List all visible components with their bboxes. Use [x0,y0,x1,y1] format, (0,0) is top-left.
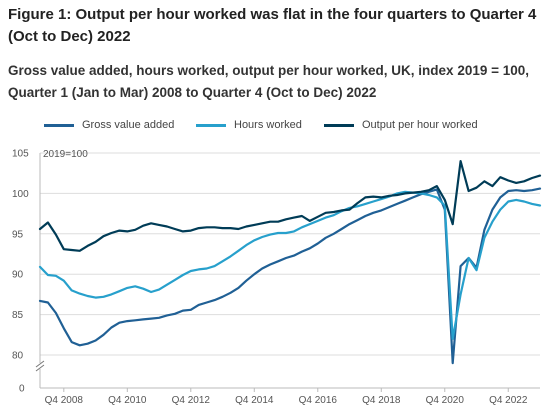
y-tick-label-90: 90 [12,270,24,281]
x-tick-label-4: Q4 2016 [299,395,338,406]
y-tick-label-100: 100 [12,189,29,200]
y-tick-label-85: 85 [12,310,24,321]
legend-swatch-hours-worked [196,123,226,127]
legend-label-gross-value-added: Gross value added [82,119,175,131]
legend-label-hours-worked: Hours worked [234,119,302,131]
y-tick-label-0: 0 [19,384,25,395]
x-tick-label-3: Q4 2014 [235,395,274,406]
y-tick-label-105: 105 [12,149,29,160]
chart-legend: Gross value added Hours worked Output pe… [0,116,550,134]
line-chart: 80 85 90 95 100 105 0 2019=100 Q4 2008 Q4 2010 Q4 … [12,149,542,407]
x-tick-label-7: Q4 2022 [489,395,528,406]
series-lines [38,160,542,365]
axis-break-mark-2 [35,364,45,372]
x-tick-label-2: Q4 2012 [172,395,211,406]
legend-label-output-per-hour-worked: Output per hour worked [362,119,478,131]
gridlines [40,152,540,389]
series-line-hours-worked[interactable] [38,190,542,340]
y-tick-label-80: 80 [12,351,24,362]
axis-break-mark-1 [35,360,45,368]
x-tick-label-6: Q4 2020 [426,395,465,406]
x-tick-label-1: Q4 2010 [108,395,147,406]
figure-subtitle: Gross value added, hours worked, output … [8,63,530,100]
x-tick-label-5: Q4 2018 [362,395,401,406]
legend-item-output-per-hour-worked[interactable]: Output per hour worked [324,116,478,134]
axes [35,153,509,392]
axis-labels: 80 85 90 95 100 105 0 2019=100 Q4 2008 Q4 2010 Q4 … [12,149,528,407]
x-tick-label-0: Q4 2008 [45,395,84,406]
legend-item-gross-value-added[interactable]: Gross value added [44,116,174,134]
legend-swatch-gross-value-added [44,123,74,127]
y-tick-label-95: 95 [12,229,24,240]
series-line-output-per-hour-worked[interactable] [38,160,542,252]
figure-title: Figure 1: Output per hour worked was fla… [8,6,537,45]
legend-item-hours-worked[interactable]: Hours worked [196,116,302,134]
y-axis-label: 2019=100 [43,149,88,160]
legend-swatch-output-per-hour-worked [324,123,354,127]
